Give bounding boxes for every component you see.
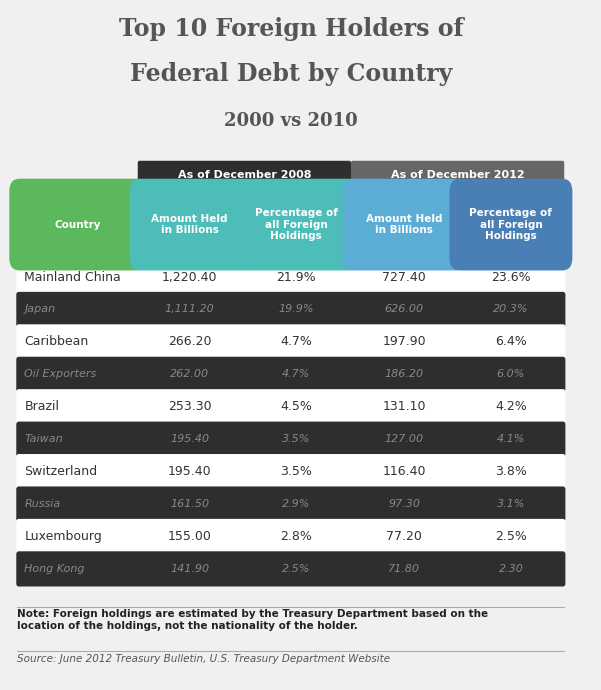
Text: 161.50: 161.50: [170, 499, 209, 509]
FancyBboxPatch shape: [233, 179, 359, 270]
FancyBboxPatch shape: [130, 179, 250, 270]
Text: Source: June 2012 Treasury Bulletin, U.S. Treasury Department Website: Source: June 2012 Treasury Bulletin, U.S…: [17, 654, 391, 664]
FancyBboxPatch shape: [16, 486, 566, 522]
Text: Russia: Russia: [25, 499, 61, 509]
Text: 626.00: 626.00: [385, 304, 424, 315]
FancyBboxPatch shape: [450, 179, 572, 270]
Text: 3.8%: 3.8%: [495, 465, 527, 478]
Text: As of December 2012: As of December 2012: [391, 170, 525, 180]
Text: 19.9%: 19.9%: [278, 304, 314, 315]
Text: 4.1%: 4.1%: [497, 434, 525, 444]
Text: Brazil: Brazil: [25, 400, 59, 413]
Text: 1,111.20: 1,111.20: [165, 304, 215, 315]
Text: 77.20: 77.20: [386, 530, 423, 543]
Text: Mainland China: Mainland China: [25, 270, 121, 284]
Text: 116.40: 116.40: [383, 465, 426, 478]
Text: 155.00: 155.00: [168, 530, 212, 543]
FancyBboxPatch shape: [16, 292, 566, 327]
Text: Oil Exporters: Oil Exporters: [25, 369, 97, 380]
Text: 195.40: 195.40: [170, 434, 209, 444]
Text: 2000 vs 2010: 2000 vs 2010: [224, 112, 358, 130]
Text: 3.5%: 3.5%: [281, 465, 313, 478]
Text: 21.9%: 21.9%: [276, 270, 316, 284]
Text: 253.30: 253.30: [168, 400, 212, 413]
Text: Country: Country: [54, 219, 101, 230]
FancyBboxPatch shape: [16, 324, 566, 359]
Text: 195.40: 195.40: [168, 465, 212, 478]
Text: Amount Held
in Billions: Amount Held in Billions: [151, 214, 228, 235]
FancyBboxPatch shape: [16, 259, 566, 295]
Text: Top 10 Foreign Holders of: Top 10 Foreign Holders of: [118, 17, 463, 41]
Text: Switzerland: Switzerland: [25, 465, 97, 478]
FancyBboxPatch shape: [351, 161, 564, 188]
Text: 20.3%: 20.3%: [493, 304, 529, 315]
Text: 727.40: 727.40: [382, 270, 426, 284]
Text: 127.00: 127.00: [385, 434, 424, 444]
Text: 2.30: 2.30: [498, 564, 523, 574]
Text: Caribbean: Caribbean: [25, 335, 89, 348]
FancyBboxPatch shape: [16, 454, 566, 489]
Text: 2.9%: 2.9%: [282, 499, 311, 509]
Text: 197.90: 197.90: [382, 335, 426, 348]
Text: 4.5%: 4.5%: [281, 400, 313, 413]
FancyBboxPatch shape: [16, 422, 566, 457]
Text: 2.8%: 2.8%: [281, 530, 313, 543]
Text: Note: Foreign holdings are estimated by the Treasury Department based on the
loc: Note: Foreign holdings are estimated by …: [17, 609, 489, 631]
Text: Amount Held
in Billions: Amount Held in Billions: [366, 214, 442, 235]
Text: 4.7%: 4.7%: [282, 369, 311, 380]
Text: 3.1%: 3.1%: [497, 499, 525, 509]
Text: 23.6%: 23.6%: [491, 270, 531, 284]
FancyBboxPatch shape: [9, 179, 146, 270]
Text: 2.5%: 2.5%: [495, 530, 527, 543]
Text: 1,220.40: 1,220.40: [162, 270, 218, 284]
Text: Japan: Japan: [25, 304, 55, 315]
Text: 2.5%: 2.5%: [282, 564, 311, 574]
FancyBboxPatch shape: [343, 179, 466, 270]
Text: 6.0%: 6.0%: [497, 369, 525, 380]
FancyBboxPatch shape: [138, 161, 351, 188]
Text: As of December 2008: As of December 2008: [178, 170, 311, 180]
Text: 131.10: 131.10: [383, 400, 426, 413]
Text: Percentage of
all Foreign
Holdings: Percentage of all Foreign Holdings: [255, 208, 338, 242]
Text: Taiwan: Taiwan: [25, 434, 63, 444]
Text: 141.90: 141.90: [170, 564, 209, 574]
Text: 262.00: 262.00: [170, 369, 209, 380]
Text: 6.4%: 6.4%: [495, 335, 527, 348]
Text: Luxembourg: Luxembourg: [25, 530, 102, 543]
Text: Federal Debt by Country: Federal Debt by Country: [130, 62, 452, 86]
Text: 4.7%: 4.7%: [281, 335, 313, 348]
Text: 71.80: 71.80: [388, 564, 420, 574]
Text: 266.20: 266.20: [168, 335, 212, 348]
FancyBboxPatch shape: [16, 551, 566, 586]
FancyBboxPatch shape: [16, 519, 566, 554]
Text: 4.2%: 4.2%: [495, 400, 527, 413]
FancyBboxPatch shape: [16, 357, 566, 392]
Text: 186.20: 186.20: [385, 369, 424, 380]
Text: Percentage of
all Foreign
Holdings: Percentage of all Foreign Holdings: [469, 208, 552, 242]
FancyBboxPatch shape: [16, 389, 566, 424]
Text: 3.5%: 3.5%: [282, 434, 311, 444]
Text: 97.30: 97.30: [388, 499, 420, 509]
Text: Hong Kong: Hong Kong: [25, 564, 85, 574]
